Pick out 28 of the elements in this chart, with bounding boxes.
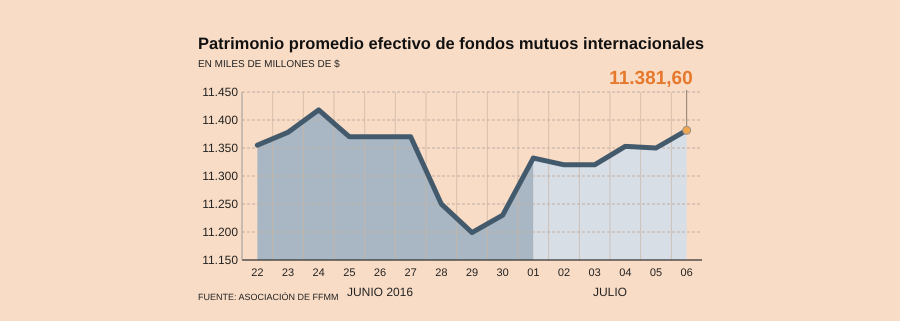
x-tick-label: 25: [343, 267, 356, 279]
x-tick-label: 05: [650, 267, 662, 279]
text: JUNIO 2016: [346, 285, 414, 299]
x-tick-label: 23: [282, 267, 294, 279]
chart-subtitle: EN MILES DE MILLONES DE $: [198, 59, 340, 70]
y-tick-label: 11.450: [202, 85, 238, 100]
x-tick-label: 02: [558, 267, 570, 279]
y-tick-label: 11.400: [202, 113, 238, 128]
x-tick-label: 22: [251, 267, 264, 279]
y-tick-label: 11.300: [202, 169, 238, 184]
x-tick-label: 30: [496, 267, 509, 279]
y-tick-label: 11.150: [202, 253, 238, 268]
x-tick-label: 06: [680, 267, 693, 279]
x-tick-label: 26: [374, 267, 386, 279]
x-tick-label: 24: [312, 267, 325, 279]
x-tick-label: 27: [404, 267, 417, 279]
x-tick-label: 29: [466, 267, 478, 279]
annotation: 11.381,60: [609, 68, 693, 89]
x-tick-label: 03: [588, 267, 601, 279]
x-tick-label: 01: [527, 267, 540, 279]
source-note: FUENTE: ASOCIACIÓN DE FFMM: [198, 292, 339, 302]
y-tick-label: 11.250: [202, 197, 238, 212]
y-tick-label: 11.200: [202, 225, 238, 240]
x-tick-label: 28: [435, 267, 448, 279]
y-tick-label: 11.350: [202, 141, 238, 156]
text: JULIO: [592, 285, 628, 299]
chart-title: Patrimonio promedio efectivo de fondos mutuos internacionales: [198, 35, 704, 53]
x-tick-label: 04: [619, 267, 632, 279]
